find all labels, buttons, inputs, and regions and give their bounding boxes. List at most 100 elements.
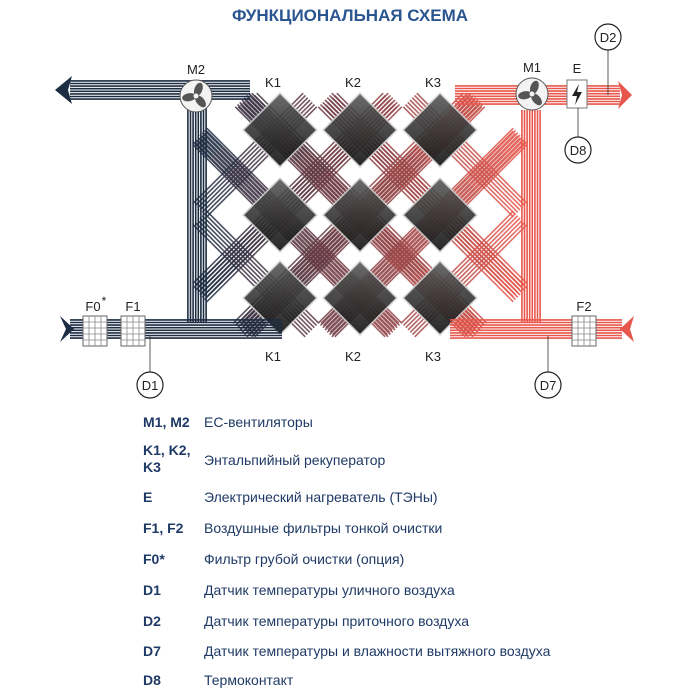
airflow-band <box>290 245 325 280</box>
band-stripe <box>477 259 488 270</box>
band-stripe <box>402 315 414 327</box>
band-stripe <box>213 195 224 206</box>
band-stripe <box>228 239 246 257</box>
band-stripe <box>210 253 228 271</box>
band-stripe <box>456 257 468 268</box>
band-stripe <box>404 103 416 115</box>
band-stripe <box>401 185 419 203</box>
band-stripe <box>468 164 486 183</box>
airflow-band <box>457 147 482 172</box>
band-stripe <box>405 180 424 199</box>
band-stripe <box>295 326 306 338</box>
band-stripe <box>233 167 251 185</box>
band-stripe <box>405 231 423 249</box>
band-stripe <box>301 257 322 278</box>
band-stripe <box>332 169 354 190</box>
band-stripe <box>295 163 316 185</box>
band-stripe <box>238 160 257 178</box>
band-stripe <box>480 143 498 162</box>
band-stripe <box>252 257 264 268</box>
fan-hub <box>193 93 199 99</box>
band-stripe <box>323 144 341 162</box>
band-stripe <box>512 219 523 231</box>
filter-f0 <box>82 315 108 347</box>
band-stripe <box>414 326 425 338</box>
band-stripe <box>405 231 424 250</box>
band-stripe <box>496 130 514 148</box>
band-stripe <box>407 234 426 252</box>
band-stripe <box>328 149 346 167</box>
band-stripe <box>384 168 403 187</box>
band-stripe <box>403 182 421 201</box>
fan-m2-label: M2 <box>187 62 205 77</box>
band-stripe <box>210 193 222 204</box>
band-stripe <box>505 136 523 155</box>
band-stripe <box>245 154 256 165</box>
band-stripe <box>222 231 234 243</box>
band-stripe <box>322 310 340 329</box>
band-stripe <box>503 278 521 296</box>
band-stripe <box>330 240 352 261</box>
band-stripe <box>326 146 344 164</box>
band-stripe <box>396 157 414 176</box>
band-stripe <box>399 163 420 185</box>
fan-m1-label: M1 <box>523 60 541 75</box>
airflow-band <box>201 184 226 209</box>
band-stripe <box>220 233 231 245</box>
fan-blade <box>531 93 542 106</box>
airflow-band <box>400 313 425 338</box>
band-stripe <box>498 224 509 235</box>
filter-f2 <box>571 315 597 347</box>
band-stripe <box>459 158 471 170</box>
band-stripe <box>491 236 502 247</box>
filter-f2-label: F2 <box>576 299 591 314</box>
band-stripe <box>505 139 523 157</box>
recuperator-label-bottom: K2 <box>345 349 361 364</box>
band-stripe <box>484 247 495 259</box>
legend-key: D2 <box>143 613 161 629</box>
legend-description: Воздушные фильтры тонкой очистки <box>204 520 443 536</box>
band-stripe <box>402 228 421 247</box>
band-stripe <box>410 236 428 254</box>
band-stripe <box>318 178 340 199</box>
band-stripe <box>213 152 231 171</box>
airflow-band <box>208 146 240 178</box>
sensor-d1-circle <box>136 371 164 399</box>
band-stripe <box>302 320 313 331</box>
band-stripe <box>217 260 235 277</box>
airflow-band <box>295 313 320 338</box>
band-stripe <box>387 166 405 185</box>
band-stripe <box>224 235 242 253</box>
band-stripe <box>219 148 238 167</box>
band-stripe <box>321 142 339 160</box>
band-stripe <box>493 255 512 273</box>
legend-key: K1, K2, K3 <box>143 442 191 475</box>
band-stripe <box>496 222 507 233</box>
band-stripe <box>324 169 346 190</box>
band-stripe <box>211 242 222 254</box>
band-stripe <box>201 132 220 150</box>
band-stripe <box>404 163 425 185</box>
band-stripe <box>503 137 521 155</box>
band-stripe <box>234 257 245 268</box>
band-stripe <box>366 169 388 190</box>
band-stripe <box>507 233 519 245</box>
band-stripe <box>382 226 403 248</box>
band-stripe <box>324 313 342 331</box>
band-stripe <box>485 188 496 200</box>
band-stripe <box>395 159 416 180</box>
band-stripe <box>373 176 394 197</box>
band-stripe <box>292 163 313 185</box>
airflow-band <box>314 169 349 204</box>
band-stripe <box>318 235 339 257</box>
legend-description: ЕС-вентиляторы <box>204 414 313 430</box>
band-stripe <box>500 280 519 298</box>
airflow-band <box>317 306 349 338</box>
band-stripe <box>500 226 512 238</box>
airflow-band <box>239 257 264 282</box>
airflow-band <box>225 160 257 192</box>
band-stripe <box>505 275 523 294</box>
band-stripe <box>331 319 349 338</box>
band-stripe <box>215 179 226 190</box>
band-stripe <box>213 222 224 233</box>
